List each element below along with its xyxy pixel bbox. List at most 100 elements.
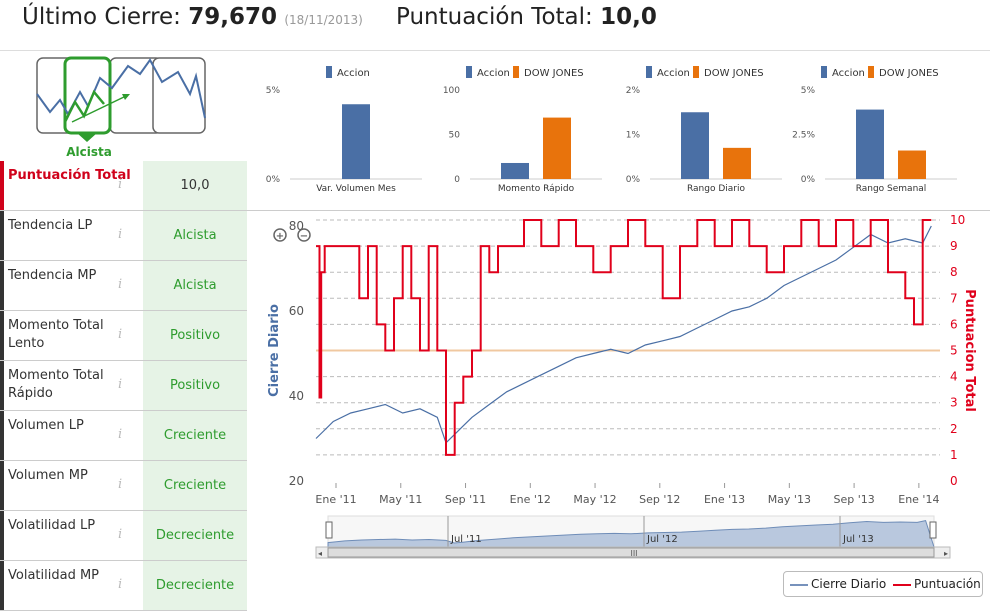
y-tick-label: 50	[449, 131, 461, 141]
x-tick-label: Sep '13	[833, 493, 874, 506]
category-label: Rango Diario	[687, 184, 746, 194]
section-divider	[247, 210, 990, 211]
indicator-label: Tendencia MP	[0, 261, 143, 310]
y2-tick-label: 7	[950, 291, 958, 305]
legend-swatch	[693, 66, 699, 78]
info-icon[interactable]: i	[118, 527, 123, 542]
last-close: Último Cierre: 79,670 (18/11/2013)	[22, 4, 363, 30]
x-tick-label: Sep '12	[639, 493, 680, 506]
y-tick-label: 60	[289, 304, 304, 318]
x-tick-label: Sep '11	[445, 493, 486, 506]
info-icon[interactable]: i	[118, 477, 123, 492]
y2-tick-label: 5	[950, 344, 958, 358]
bar	[856, 109, 884, 179]
legend-line-puntuacion	[893, 584, 911, 586]
thumb-frame-4	[152, 57, 206, 134]
y-tick-label: 40	[289, 389, 304, 403]
last-close-value: 79,670	[188, 4, 278, 30]
legend-swatch	[513, 66, 519, 78]
x-tick-label: May '13	[768, 493, 811, 506]
indicator-label: Volumen LP	[0, 411, 143, 460]
indicator-row: Volatilidad LP i Decreciente	[0, 511, 247, 561]
legend-puntuacion[interactable]: Puntuación	[914, 577, 981, 591]
y2-tick-label: 8	[950, 265, 958, 279]
legend-label: Accion	[477, 68, 510, 79]
total-score: Puntuación Total: 10,0	[396, 4, 657, 30]
scroll-right-arrow: ▸	[944, 549, 948, 558]
thumb-frame-selected[interactable]	[63, 56, 112, 135]
navigator-label: Jul '11	[450, 534, 482, 545]
y2-tick-label: 1	[950, 448, 958, 462]
scrollbar-grip: III	[630, 549, 637, 558]
legend-label: Accion	[832, 68, 865, 79]
info-icon[interactable]: i	[118, 577, 123, 592]
indicator-row: Volumen MP i Creciente	[0, 461, 247, 511]
y2-tick-label: 3	[950, 396, 958, 410]
x-tick-label: Ene '14	[898, 493, 939, 506]
scroll-left-arrow: ◂	[318, 549, 322, 558]
indicator-row: Tendencia LP i Alcista	[0, 211, 247, 261]
info-icon[interactable]: i	[118, 327, 123, 342]
legend-cierre[interactable]: Cierre Diario	[811, 577, 887, 591]
y2-tick-label: 0	[950, 474, 958, 488]
bar	[342, 104, 370, 179]
info-icon[interactable]: i	[118, 277, 123, 292]
legend-swatch	[326, 66, 332, 78]
indicator-value: 10,0	[143, 161, 247, 210]
info-icon[interactable]: i	[118, 377, 123, 392]
y-axis-title: Cierre Diario	[267, 304, 282, 397]
total-score-label: Puntuación Total:	[396, 4, 593, 30]
indicator-label: Puntuación Total	[0, 161, 143, 210]
main-chart[interactable]: Ene '11 May '11 Sep '11 Ene '12 May '12 Sep '…	[250, 214, 990, 564]
x-tick-label: Ene '11	[315, 493, 356, 506]
y-tick-label: 1%	[626, 131, 641, 141]
indicator-label: Momento Total Lento	[0, 311, 143, 360]
indicator-row: Tendencia MP i Alcista	[0, 261, 247, 311]
x-tick-label: May '12	[573, 493, 616, 506]
indicator-label: Volatilidad MP	[0, 561, 143, 610]
zoom-in-icon	[273, 228, 287, 242]
legend-swatch	[466, 66, 472, 78]
indicator-row: Volatilidad MP i Decreciente	[0, 561, 247, 611]
category-label: Momento Rápido	[498, 184, 575, 194]
navigator-label: Jul '13	[842, 534, 874, 545]
legend-swatch	[868, 66, 874, 78]
indicator-label: Volumen MP	[0, 461, 143, 510]
zoom-out-glyph: −	[300, 231, 308, 242]
main-legend: Cierre Diario Puntuación	[783, 571, 983, 597]
indicator-label: Tendencia LP	[0, 211, 143, 260]
y-tick-label: 5%	[801, 86, 816, 96]
y-tick-label: 2.5%	[792, 131, 815, 141]
indicator-row: Momento Total Lento i Positivo	[0, 311, 247, 361]
indicator-label: Volatilidad LP	[0, 511, 143, 560]
indicator-value: Positivo	[143, 311, 247, 360]
mini-chart-rango-semanal: Accion DOW JONES 0% 2.5% 5% Rango Semanal	[792, 66, 957, 194]
indicator-label: Momento Total Rápido	[0, 361, 143, 410]
indicator-row: Puntuación Total i 10,0	[0, 161, 247, 211]
y-tick-label: 100	[443, 86, 460, 96]
last-close-label: Último Cierre:	[22, 4, 181, 30]
mini-chart-momento: Accion DOW JONES 0 50 100 Momento Rápido	[443, 66, 602, 194]
thumb-pointer	[77, 133, 97, 142]
total-score-value: 10,0	[600, 4, 657, 30]
legend-label: Accion	[337, 68, 370, 79]
info-icon[interactable]: i	[118, 177, 123, 192]
indicator-value: Alcista	[143, 211, 247, 260]
indicator-value: Creciente	[143, 461, 247, 510]
legend-line-cierre	[790, 584, 808, 586]
y2-tick-label: 2	[950, 422, 958, 436]
y-tick-label: 0%	[266, 175, 281, 185]
trend-thumbnails: Alcista	[0, 52, 247, 160]
indicator-value: Decreciente	[143, 511, 247, 560]
y-tick-label: 0%	[801, 175, 816, 185]
x-tick-label: Ene '12	[510, 493, 551, 506]
info-icon[interactable]: i	[118, 227, 123, 242]
navigator-label: Jul '12	[646, 534, 678, 545]
header: Último Cierre: 79,670 (18/11/2013) Puntu…	[0, 0, 990, 51]
bar	[723, 147, 751, 179]
indicator-row: Momento Total Rápido i Positivo	[0, 361, 247, 411]
category-label: Rango Semanal	[856, 184, 927, 194]
info-icon[interactable]: i	[118, 427, 123, 442]
mini-chart-rango-diario: Accion DOW JONES 0% 1% 2% Rango Diario	[626, 66, 782, 194]
trend-thumbnails-svg: Alcista	[36, 56, 206, 159]
